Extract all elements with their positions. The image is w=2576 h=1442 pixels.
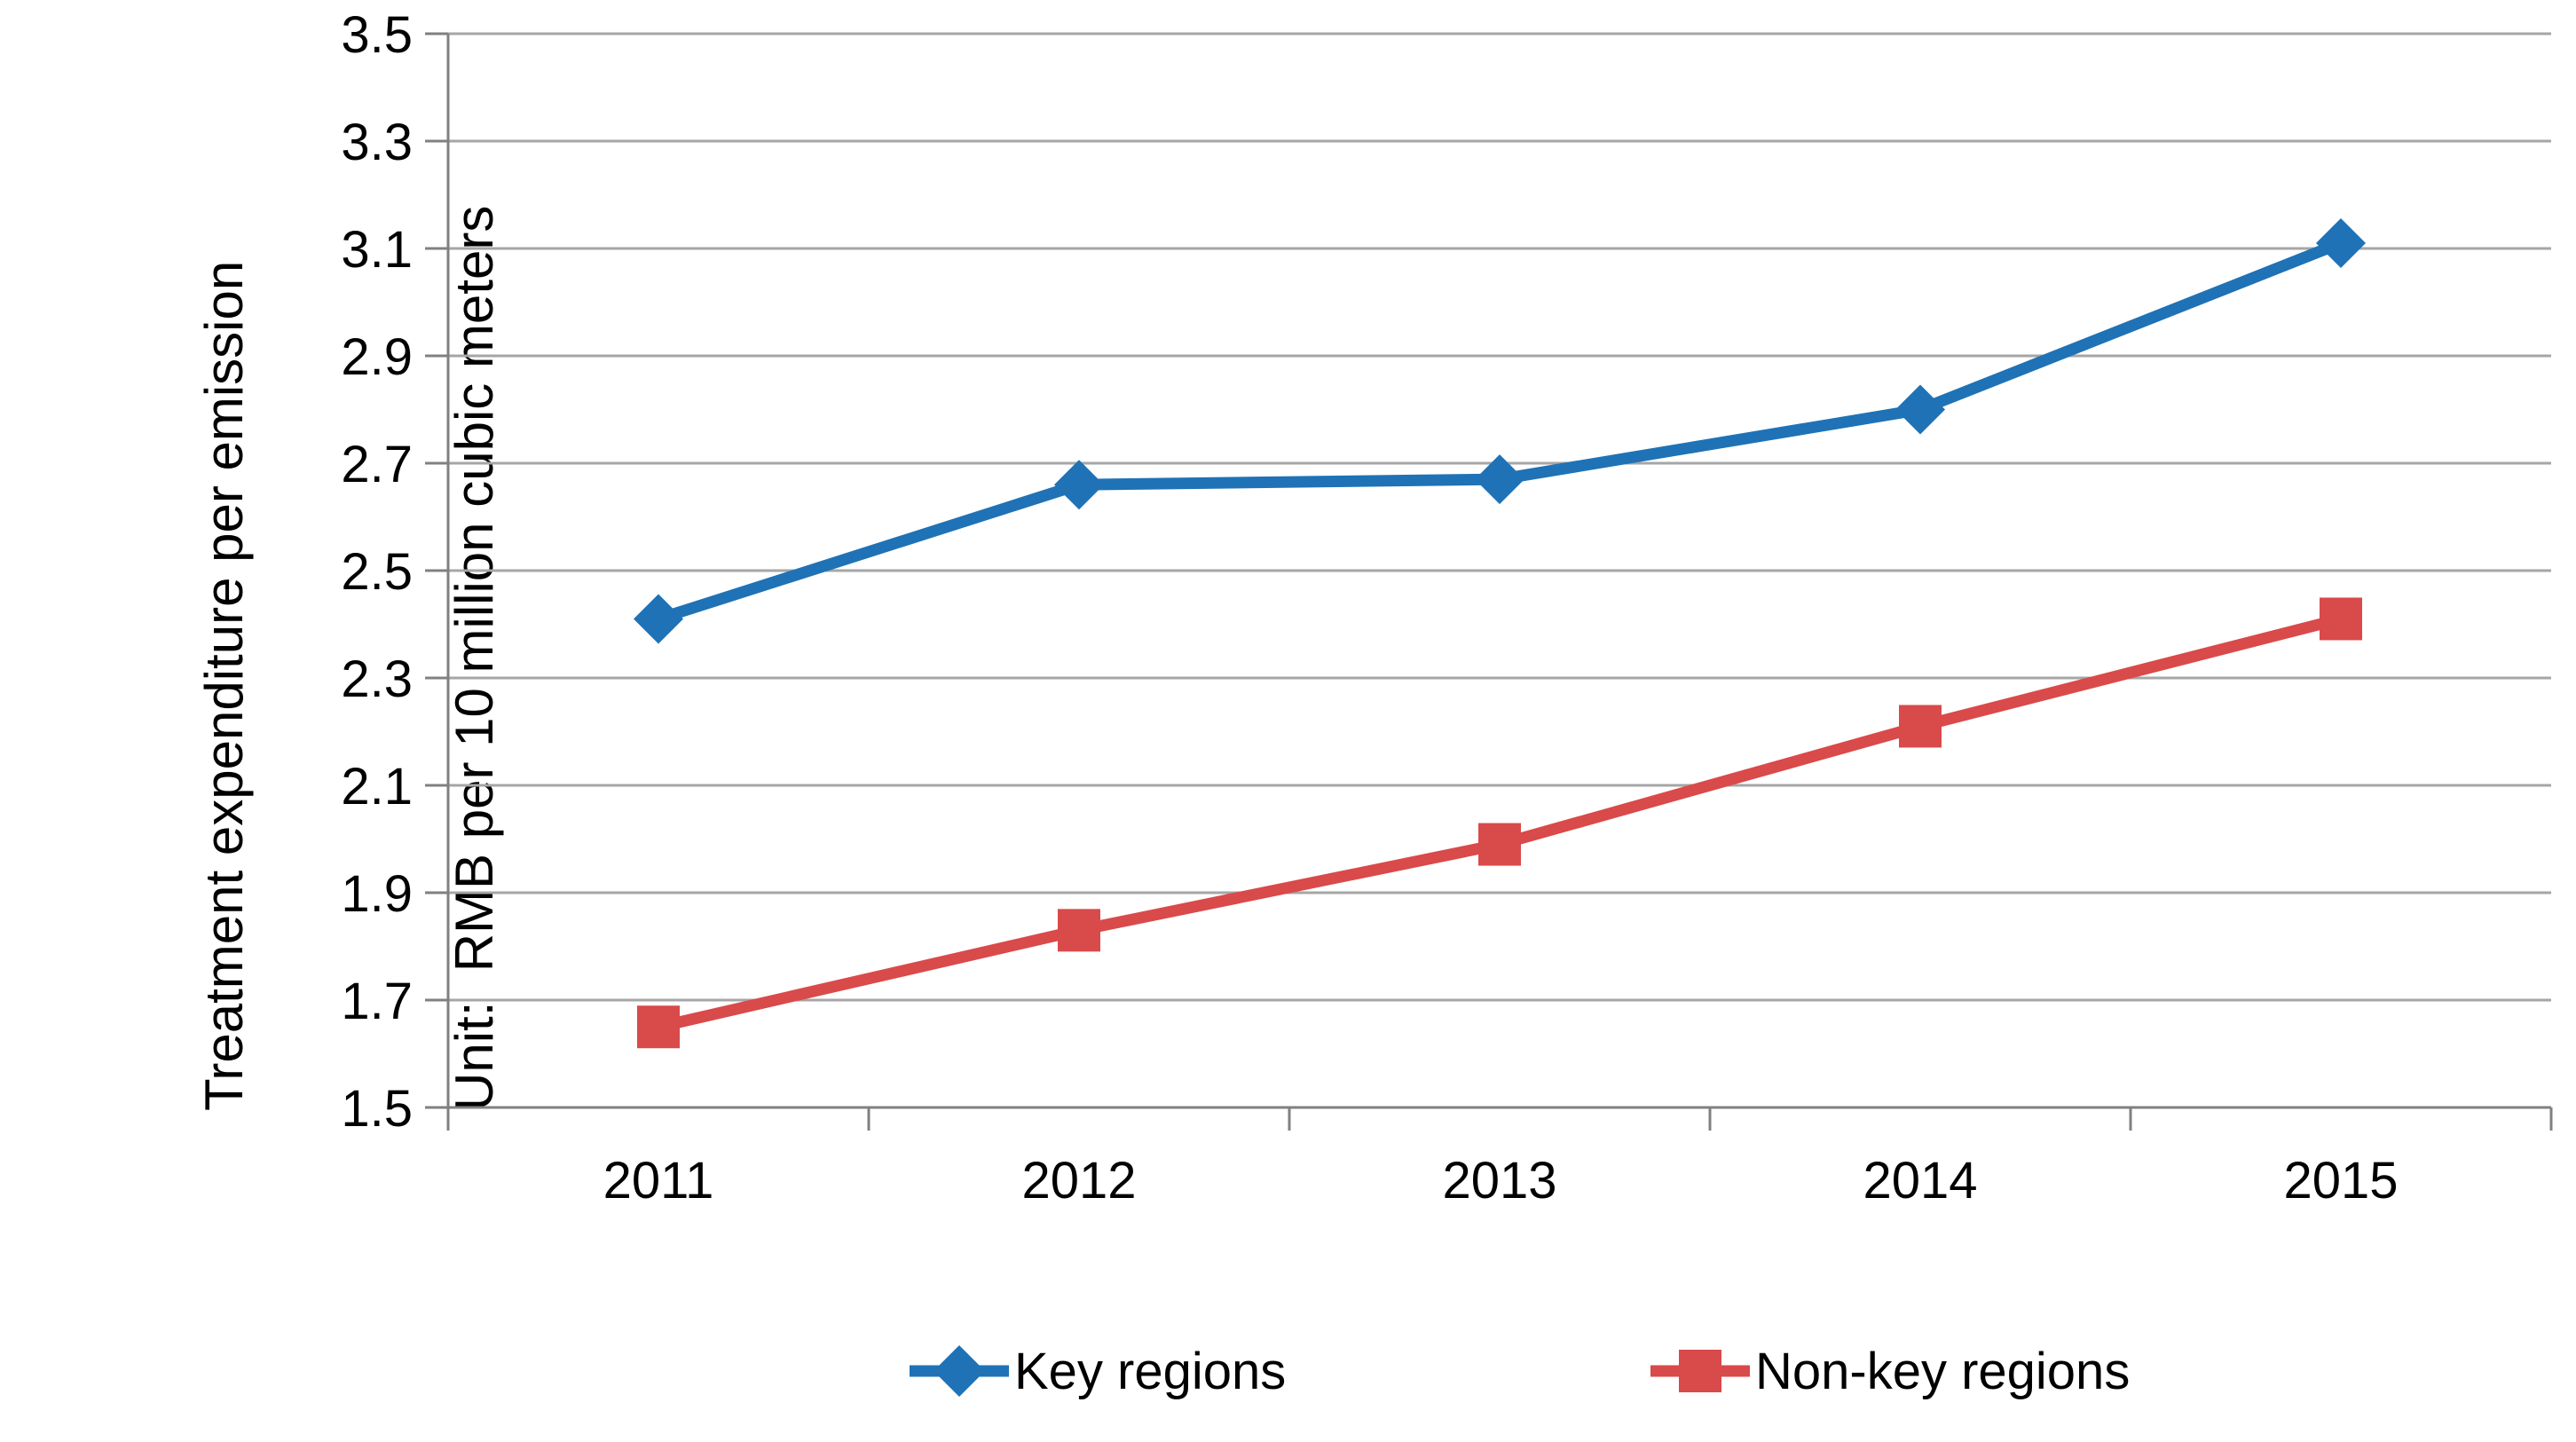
series-line-non-key-regions <box>657 613 2343 1033</box>
data-point-diamond-key-regions <box>1054 460 1104 510</box>
y-tick-label: 3.3 <box>341 114 413 171</box>
data-point-square-non-key-regions <box>1058 909 1100 952</box>
data-point-diamond-key-regions <box>2316 217 2366 268</box>
x-tick-label: 2015 <box>2283 1152 2398 1210</box>
data-point-square-non-key-regions <box>637 1005 680 1049</box>
legend-item-key-regions: Key regions <box>910 1331 1286 1411</box>
data-point-diamond-key-regions <box>634 594 683 644</box>
y-tick-label: 1.5 <box>341 1080 413 1138</box>
data-point-square-non-key-regions <box>2320 597 2362 641</box>
x-tick-label: 2013 <box>1442 1152 1556 1210</box>
data-point-square-non-key-regions <box>1899 705 1942 748</box>
data-point-diamond-key-regions <box>1475 454 1524 505</box>
y-tick-label: 2.1 <box>341 758 413 816</box>
y-tick-label: 2.5 <box>341 543 413 601</box>
y-tick-label: 1.9 <box>341 865 413 923</box>
x-tick-label: 2012 <box>1021 1152 1136 1210</box>
y-tick-label: 2.3 <box>341 650 413 708</box>
legend-label-key-regions: Key regions <box>1014 1342 1287 1400</box>
diamond-marker-icon <box>910 1345 1009 1397</box>
y-tick-label: 3.1 <box>341 221 413 279</box>
legend-label-non-key-regions: Non-key regions <box>1755 1342 2131 1400</box>
legend: Key regions Non-key regions <box>0 1331 2576 1420</box>
y-tick-label: 2.7 <box>341 436 413 493</box>
legend-item-non-key-regions: Non-key regions <box>1650 1331 2130 1411</box>
y-tick-label: 1.7 <box>341 973 413 1030</box>
x-tick-label: 2014 <box>1863 1152 1977 1210</box>
series-line-key-regions <box>657 237 2344 625</box>
y-tick-label: 2.9 <box>341 328 413 386</box>
x-tick-label: 2011 <box>603 1152 714 1210</box>
square-marker-icon <box>1650 1350 1750 1392</box>
y-tick-label: 3.5 <box>341 6 413 64</box>
data-point-diamond-key-regions <box>1895 384 1945 435</box>
data-point-square-non-key-regions <box>1478 823 1521 866</box>
